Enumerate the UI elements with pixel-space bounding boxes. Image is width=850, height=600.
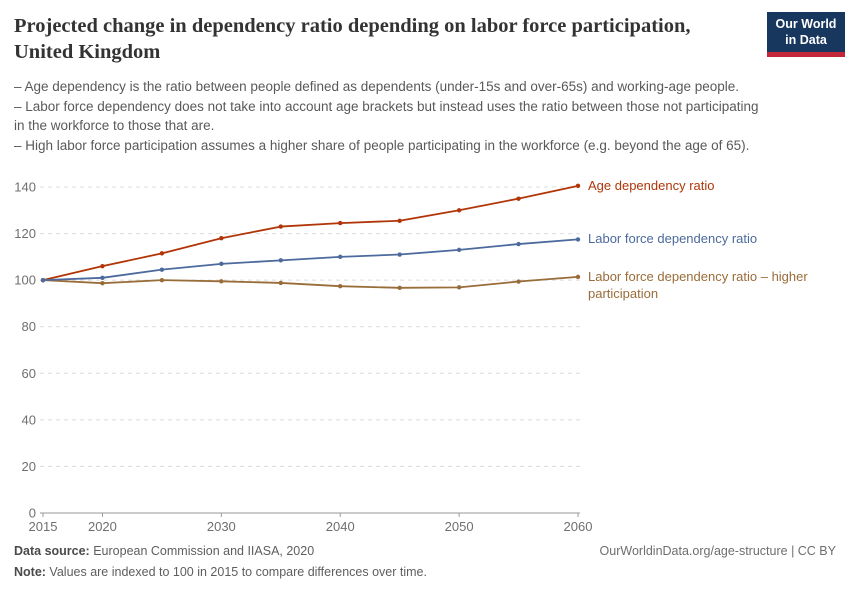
data-point[interactable] [219,279,224,284]
data-point[interactable] [516,196,521,201]
chart-area: 0 20 40 60 80 100 120 140 2015 2020 2030 2040 2050 20… [0,170,850,545]
y-tick-label: 20 [22,459,36,474]
y-tick-label: 80 [22,319,36,334]
data-point[interactable] [278,280,283,286]
data-point[interactable] [456,247,462,253]
legend-label-series-2[interactable]: Labor force dependency ratio [588,231,758,247]
series-line-3[interactable] [42,275,579,289]
data-point[interactable] [456,285,462,290]
data-point[interactable] [100,263,105,269]
note-label: Note: [14,565,46,579]
data-point[interactable] [219,236,224,241]
data-point[interactable] [278,224,283,229]
footer-link[interactable]: OurWorldinData.org/age-structure | CC BY [599,544,836,558]
data-point[interactable] [100,275,105,281]
note-text: Values are indexed to 100 in 2015 to com… [45,565,427,579]
series-line-2[interactable] [42,238,579,282]
x-tick-label: 2020 [88,519,117,534]
data-point[interactable] [397,218,402,223]
source-text: European Commission and IIASA, 2020 [89,544,315,558]
owid-logo[interactable]: Our World in Data [767,12,845,57]
data-point[interactable] [575,183,581,189]
series-line-1[interactable] [42,184,579,282]
owid-logo-line2: in Data [785,32,827,47]
data-point[interactable] [159,277,165,283]
data-point[interactable] [516,279,521,284]
footer-source: Data source: European Commission and IIA… [14,544,314,558]
data-point[interactable] [338,254,343,260]
x-tick-label: 2050 [445,519,474,534]
chart-subtitle: – Age dependency is the ratio between pe… [14,79,759,153]
data-point[interactable] [40,277,46,283]
data-point[interactable] [338,220,343,226]
data-point[interactable] [397,285,402,291]
y-tick-label: 120 [14,226,36,241]
footer-note: Note: Values are indexed to 100 in 2015 … [14,565,427,579]
data-point[interactable] [456,208,462,213]
data-point[interactable] [575,274,581,280]
data-point[interactable] [516,241,521,247]
y-tick-label: 140 [14,180,36,195]
data-point[interactable] [159,251,165,256]
legend-label-series-3[interactable]: Labor force dependency ratio – higher pa… [588,268,808,302]
data-point[interactable] [575,237,581,242]
data-point[interactable] [278,258,283,263]
legend-label-series-1[interactable]: Age dependency ratio [588,177,715,193]
y-tick-label: 40 [22,412,36,427]
x-tick-label: 2030 [207,519,236,534]
owid-logo-line1: Our World [775,17,837,31]
data-point[interactable] [219,261,224,267]
data-point[interactable] [338,283,343,289]
y-tick-label: 60 [22,366,36,381]
source-label: Data source: [14,544,90,558]
data-point[interactable] [397,252,402,257]
x-tick-label: 2040 [326,519,355,534]
data-point[interactable] [159,267,165,272]
chart-title: Projected change in dependency ratio dep… [14,15,691,63]
y-tick-label: 0 [29,506,36,521]
data-point[interactable] [100,280,105,286]
x-tick-label: 2015 [29,519,58,534]
x-tick-label: 2060 [564,519,593,534]
y-tick-label: 100 [14,273,36,288]
